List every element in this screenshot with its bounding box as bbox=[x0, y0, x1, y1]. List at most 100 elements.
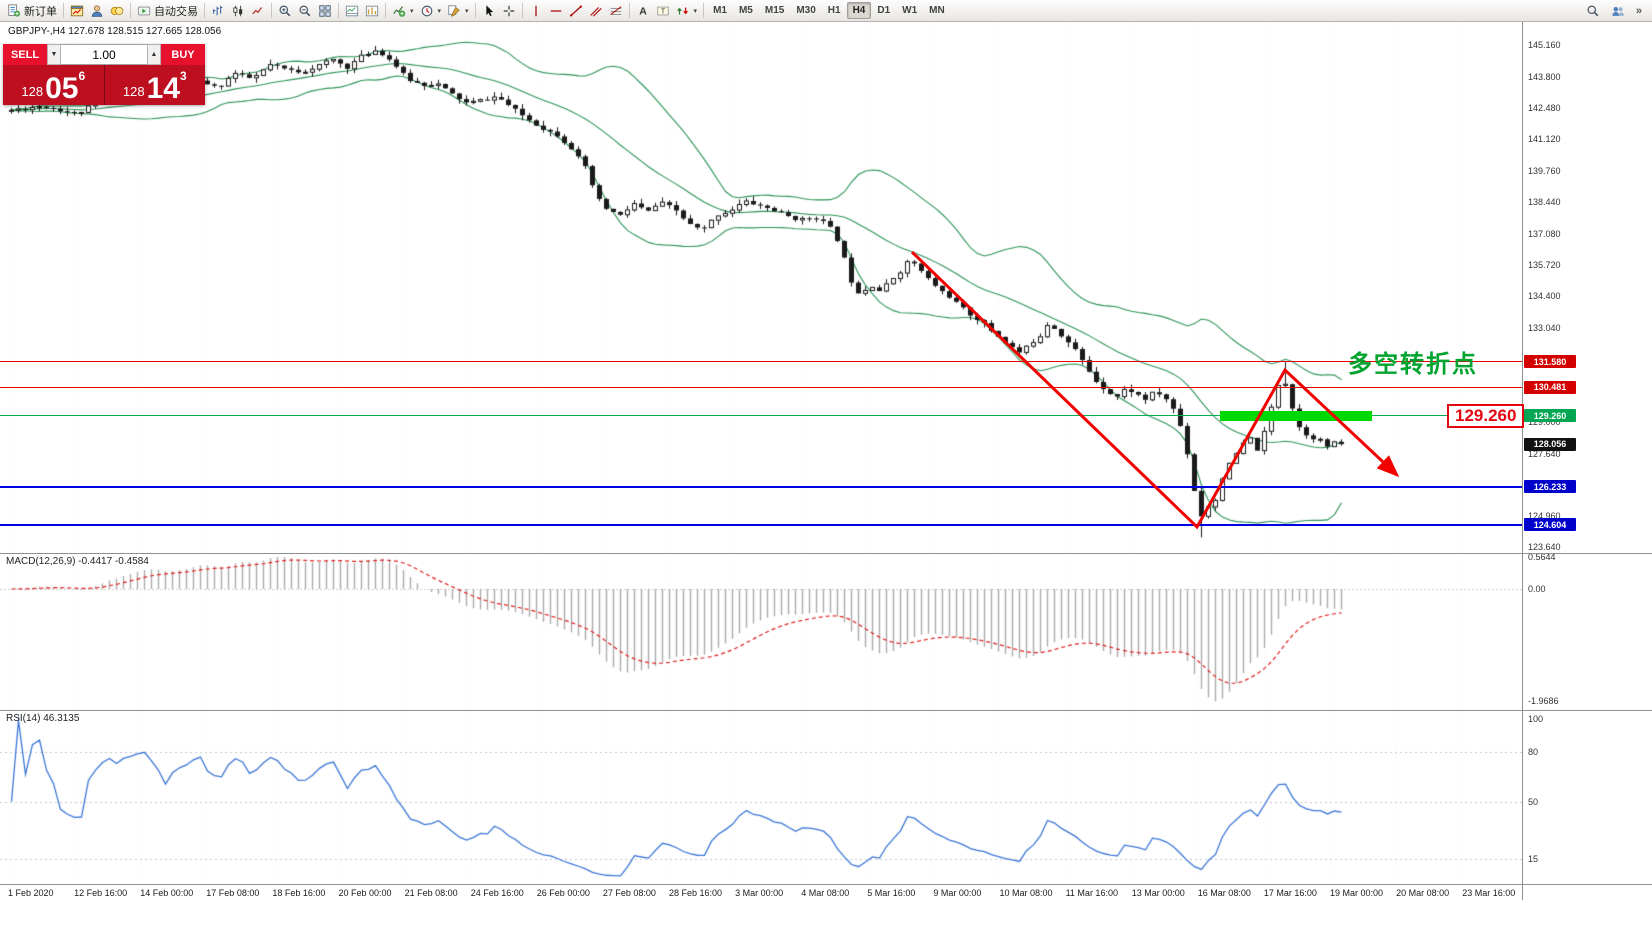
timeframe-w1-button[interactable]: W1 bbox=[902, 5, 918, 16]
rsi-panel-canvas[interactable] bbox=[0, 710, 1522, 884]
time-axis[interactable]: 1 Feb 2020 12 Feb 16:00 14 Feb 00:00 17 Feb… bbox=[0, 884, 1522, 901]
timeframe-m30-button[interactable]: M30 bbox=[796, 5, 816, 16]
arrows-button[interactable]: ▾ bbox=[673, 1, 701, 20]
panel-separator[interactable] bbox=[0, 553, 1652, 554]
horizontal-level-line[interactable] bbox=[0, 415, 1522, 417]
price-axis[interactable]: 145.160 143.800 142.480 141.120 139.760 138.4… bbox=[1522, 22, 1652, 900]
rsi-indicator-label: RSI(14) 46.3135 bbox=[6, 713, 80, 724]
price-axis-label: 137.080 bbox=[1528, 228, 1561, 239]
community-button[interactable] bbox=[1608, 1, 1628, 20]
price-axis-label: 143.800 bbox=[1528, 71, 1561, 82]
support-zone-rectangle[interactable] bbox=[1220, 410, 1372, 421]
quotes-icon bbox=[110, 4, 124, 18]
time-axis-label: 17 Feb 08:00 bbox=[206, 888, 260, 898]
macd-scale-label: 0.5644 bbox=[1528, 551, 1556, 562]
sell-price-sup: 6 bbox=[78, 69, 86, 83]
timeframe-h1-button[interactable]: H1 bbox=[827, 5, 841, 16]
periods-icon bbox=[420, 4, 434, 18]
timeframe-m15-button[interactable]: M15 bbox=[764, 5, 785, 16]
text-label-button[interactable]: T bbox=[653, 1, 673, 20]
autotrading-icon bbox=[137, 4, 151, 18]
volume-increase-button[interactable]: ▲ bbox=[147, 44, 161, 65]
text-button[interactable]: A bbox=[633, 1, 653, 20]
time-axis-label: 26 Feb 00:00 bbox=[536, 888, 590, 898]
new-order-label: 新订单 bbox=[24, 5, 57, 18]
price-axis-label: 139.760 bbox=[1528, 166, 1561, 176]
crosshair-button[interactable] bbox=[499, 1, 519, 20]
toolbar-separator bbox=[63, 3, 64, 18]
vertical-line-button[interactable] bbox=[526, 1, 546, 20]
profile-button[interactable] bbox=[87, 1, 107, 20]
price-level-annotation[interactable]: 129.260 bbox=[1447, 404, 1525, 428]
turning-point-annotation[interactable]: 多空转折点 bbox=[1348, 351, 1478, 378]
tile-windows-button[interactable] bbox=[315, 1, 335, 20]
time-axis-label: 24 Feb 16:00 bbox=[470, 888, 524, 898]
autotrading-button[interactable]: 自动交易 bbox=[134, 1, 201, 20]
new-order-button[interactable]: 新订单 bbox=[4, 1, 60, 20]
indicator-window-button[interactable] bbox=[342, 1, 362, 20]
periods-button[interactable]: ▾ bbox=[417, 1, 445, 20]
horizontal-level-line[interactable] bbox=[0, 361, 1522, 363]
trendline-button[interactable] bbox=[566, 1, 586, 20]
horizontal-level-line[interactable] bbox=[0, 386, 1522, 388]
volume-decrease-button[interactable]: ▼ bbox=[47, 44, 61, 65]
price-axis-label: 123.640 bbox=[1528, 542, 1561, 552]
crosshair-icon bbox=[502, 4, 516, 18]
chevron-down-icon: ▾ bbox=[437, 7, 442, 15]
arrows-icon bbox=[676, 4, 690, 18]
timeframe-h4-button[interactable]: H4 bbox=[846, 2, 872, 19]
price-level-badge: 126.233 bbox=[1524, 480, 1576, 493]
time-axis-label: 20 Feb 00:00 bbox=[338, 888, 392, 898]
volume-input[interactable] bbox=[61, 44, 147, 65]
panel-separator[interactable] bbox=[0, 710, 1652, 711]
templates-icon bbox=[447, 4, 461, 18]
horizontal-level-line[interactable] bbox=[0, 485, 1522, 488]
cursor-button[interactable] bbox=[479, 1, 499, 20]
bar-chart-icon bbox=[211, 4, 225, 18]
quotes-button[interactable] bbox=[107, 1, 127, 20]
sell-price-button[interactable]: 128 05 6 bbox=[3, 65, 105, 105]
profile-icon bbox=[90, 4, 104, 18]
fibonacci-button[interactable] bbox=[606, 1, 626, 20]
time-axis-label: 27 Feb 08:00 bbox=[602, 888, 656, 898]
zoom-out-button[interactable] bbox=[295, 1, 315, 20]
bar-chart-button[interactable] bbox=[208, 1, 228, 20]
chart-window-button[interactable] bbox=[67, 1, 87, 20]
toolbar-overflow-button[interactable]: » bbox=[1635, 4, 1642, 17]
equidistant-channel-button[interactable] bbox=[586, 1, 606, 20]
horizontal-level-line[interactable] bbox=[0, 523, 1522, 526]
time-axis-label: 10 Mar 08:00 bbox=[999, 888, 1053, 898]
add-indicator-icon bbox=[392, 4, 406, 18]
toolbar: 新订单 自动交易 ▾ ▾ ▾ A T ▾ M1 M5 M15 M30 H1 H4 D1 W1 MN » bbox=[0, 0, 1652, 22]
timeframe-m5-button[interactable]: M5 bbox=[738, 5, 753, 16]
toolbar-separator bbox=[628, 3, 630, 18]
rsi-scale-label: 80 bbox=[1528, 747, 1539, 757]
add-indicator-button[interactable]: ▾ bbox=[389, 1, 417, 20]
candle-chart-button[interactable] bbox=[228, 1, 248, 20]
rsi-scale-label: 15 bbox=[1528, 854, 1539, 865]
time-axis-label: 20 Mar 08:00 bbox=[1396, 888, 1450, 898]
sell-button[interactable]: SELL bbox=[3, 44, 47, 65]
templates-button[interactable]: ▾ bbox=[444, 1, 472, 20]
buy-price-button[interactable]: 128 14 3 bbox=[105, 65, 206, 105]
price-chart-canvas[interactable] bbox=[0, 22, 1522, 553]
macd-indicator-label: MACD(12,26,9) -0.4417 -0.4584 bbox=[6, 556, 149, 567]
timeframe-d1-button[interactable]: D1 bbox=[877, 5, 891, 16]
price-level-badge: 124.604 bbox=[1524, 518, 1576, 531]
price-level-badge: 131.580 bbox=[1524, 355, 1576, 369]
timeframe-m1-button[interactable]: M1 bbox=[713, 5, 727, 16]
equidistant-channel-icon bbox=[589, 4, 603, 18]
zoom-out-icon bbox=[298, 4, 312, 18]
macd-panel-canvas[interactable] bbox=[0, 553, 1522, 710]
horizontal-line-button[interactable] bbox=[546, 1, 566, 20]
buy-price-main: 14 bbox=[146, 71, 180, 105]
timeframe-mn-button[interactable]: MN bbox=[929, 5, 945, 16]
search-button[interactable] bbox=[1583, 1, 1603, 20]
sell-price-main: 05 bbox=[45, 71, 79, 105]
buy-button[interactable]: BUY bbox=[161, 44, 205, 65]
line-chart-button[interactable] bbox=[248, 1, 268, 20]
navigator-button[interactable] bbox=[362, 1, 382, 20]
rsi-scale-label: 100 bbox=[1528, 714, 1544, 724]
zoom-in-button[interactable] bbox=[275, 1, 295, 20]
line-chart-icon bbox=[251, 4, 265, 18]
